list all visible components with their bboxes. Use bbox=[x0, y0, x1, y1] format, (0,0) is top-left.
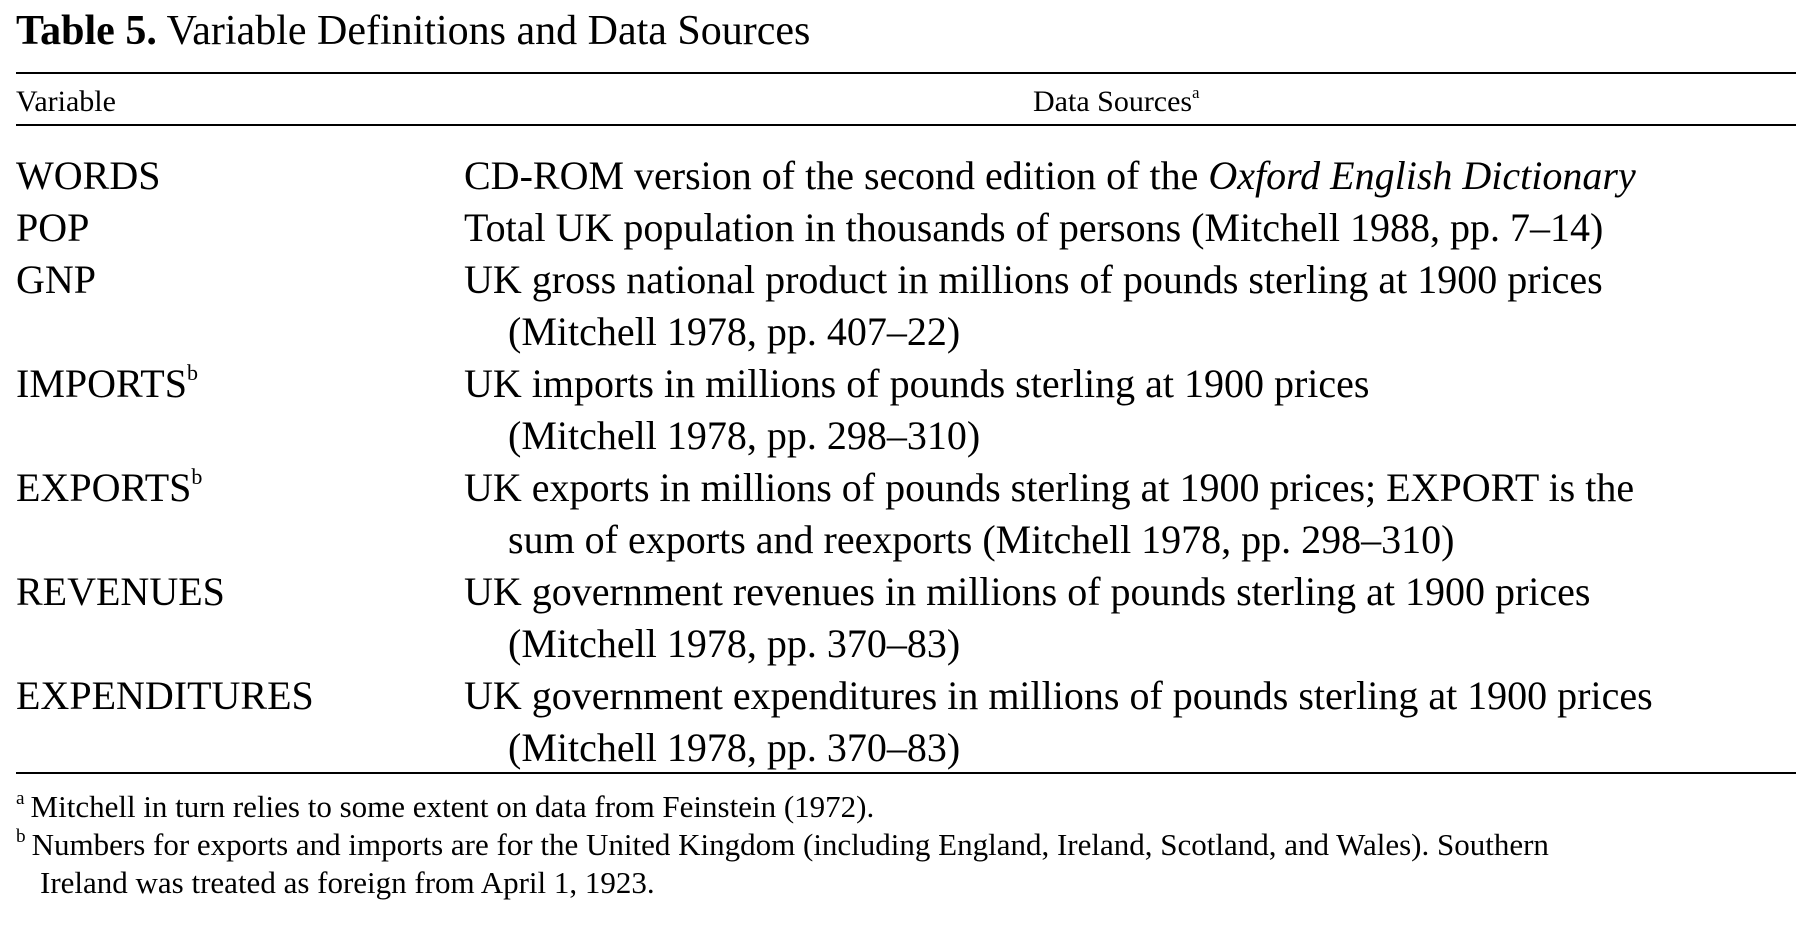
variable-cell: POP bbox=[16, 202, 464, 254]
table-row-imports: IMPORTSb UK imports in millions of pound… bbox=[16, 358, 1796, 462]
source-italic-title: Oxford English Dictionary bbox=[1208, 153, 1636, 198]
table-footnotes: a Mitchell in turn relies to some extent … bbox=[16, 788, 1796, 902]
source-text: UK gross national product in millions of… bbox=[464, 257, 1603, 302]
footnote-line: b Numbers for exports and imports are for… bbox=[16, 826, 1796, 864]
top-rule bbox=[16, 72, 1796, 74]
variable-cell: EXPENDITURES bbox=[16, 670, 464, 774]
source-cell: UK government expenditures in millions o… bbox=[464, 670, 1796, 774]
table-row-expenditures: EXPENDITURES UK government expenditures … bbox=[16, 670, 1796, 774]
variable-cell: IMPORTSb bbox=[16, 358, 464, 462]
source-text-continued: (Mitchell 1978, pp. 370–83) bbox=[508, 725, 961, 770]
source-cell: UK imports in millions of pounds sterlin… bbox=[464, 358, 1796, 462]
header-data-sources-label: Data Sources bbox=[1033, 85, 1193, 118]
footnote-text: Mitchell in turn relies to some extent o… bbox=[30, 789, 875, 824]
variable-name: EXPENDITURES bbox=[16, 673, 314, 718]
source-cell: UK government revenues in millions of po… bbox=[464, 566, 1796, 670]
source-text-continued: (Mitchell 1978, pp. 298–310) bbox=[508, 413, 981, 458]
table-caption: Table 5. Variable Definitions and Data S… bbox=[16, 6, 810, 56]
variable-cell: REVENUES bbox=[16, 566, 464, 670]
variable-name: EXPORTS bbox=[16, 465, 192, 510]
source-text-continued: (Mitchell 1978, pp. 407–22) bbox=[508, 309, 961, 354]
variable-name: REVENUES bbox=[16, 569, 225, 614]
table-row-gnp: GNP UK gross national product in million… bbox=[16, 254, 1796, 358]
footnote-mark: a bbox=[16, 787, 25, 809]
source-text: UK imports in millions of pounds sterlin… bbox=[464, 361, 1370, 406]
variable-cell: WORDS bbox=[16, 150, 464, 202]
variable-name: IMPORTS bbox=[16, 361, 187, 406]
variable-name: WORDS bbox=[16, 153, 161, 198]
footnote-text-continued: Ireland was treated as foreign from Apri… bbox=[40, 865, 655, 900]
source-cell: CD-ROM version of the second edition of … bbox=[464, 150, 1796, 202]
table-row-exports: EXPORTSb UK exports in millions of pound… bbox=[16, 462, 1796, 566]
header-footnote-mark: a bbox=[1192, 83, 1200, 103]
variable-cell: EXPORTSb bbox=[16, 462, 464, 566]
footnote-mark: b bbox=[191, 464, 203, 490]
bottom-rule bbox=[16, 772, 1796, 774]
table-body: WORDS CD-ROM version of the second editi… bbox=[16, 150, 1796, 774]
footnote-mark: b bbox=[16, 825, 26, 847]
header-rule bbox=[16, 124, 1796, 126]
table-title: Variable Definitions and Data Sources bbox=[166, 8, 811, 54]
source-text: UK exports in millions of pounds sterlin… bbox=[464, 465, 1635, 510]
source-cell: Total UK population in thousands of pers… bbox=[464, 202, 1796, 254]
source-text-continued: (Mitchell 1978, pp. 370–83) bbox=[508, 621, 961, 666]
source-cell: UK exports in millions of pounds sterlin… bbox=[464, 462, 1796, 566]
footnote-a: a Mitchell in turn relies to some extent … bbox=[16, 788, 1796, 826]
source-cell: UK gross national product in millions of… bbox=[464, 254, 1796, 358]
table-row-words: WORDS CD-ROM version of the second editi… bbox=[16, 150, 1796, 202]
footnote-mark: b bbox=[186, 360, 198, 386]
variable-name: POP bbox=[16, 205, 90, 250]
footnote-b: b Numbers for exports and imports are for… bbox=[16, 826, 1796, 902]
header-variable: Variable bbox=[16, 85, 116, 118]
footnote-text: Numbers for exports and imports are for … bbox=[31, 827, 1549, 862]
source-text: CD-ROM version of the second edition of … bbox=[464, 153, 1209, 198]
source-text-continued: sum of exports and reexports (Mitchell 1… bbox=[508, 517, 1455, 562]
variable-cell: GNP bbox=[16, 254, 464, 358]
source-text: UK government revenues in millions of po… bbox=[464, 569, 1591, 614]
footnote-line: a Mitchell in turn relies to some extent … bbox=[16, 788, 1796, 826]
variable-name: GNP bbox=[16, 257, 97, 302]
table-row-pop: POP Total UK population in thousands of … bbox=[16, 202, 1796, 254]
source-text: UK government expenditures in millions o… bbox=[464, 673, 1653, 718]
table-row-revenues: REVENUES UK government revenues in milli… bbox=[16, 566, 1796, 670]
source-text: Total UK population in thousands of pers… bbox=[464, 205, 1604, 250]
header-data-sources: Data Sourcesa bbox=[1033, 84, 1199, 120]
table-label: Table 5. bbox=[16, 8, 157, 54]
